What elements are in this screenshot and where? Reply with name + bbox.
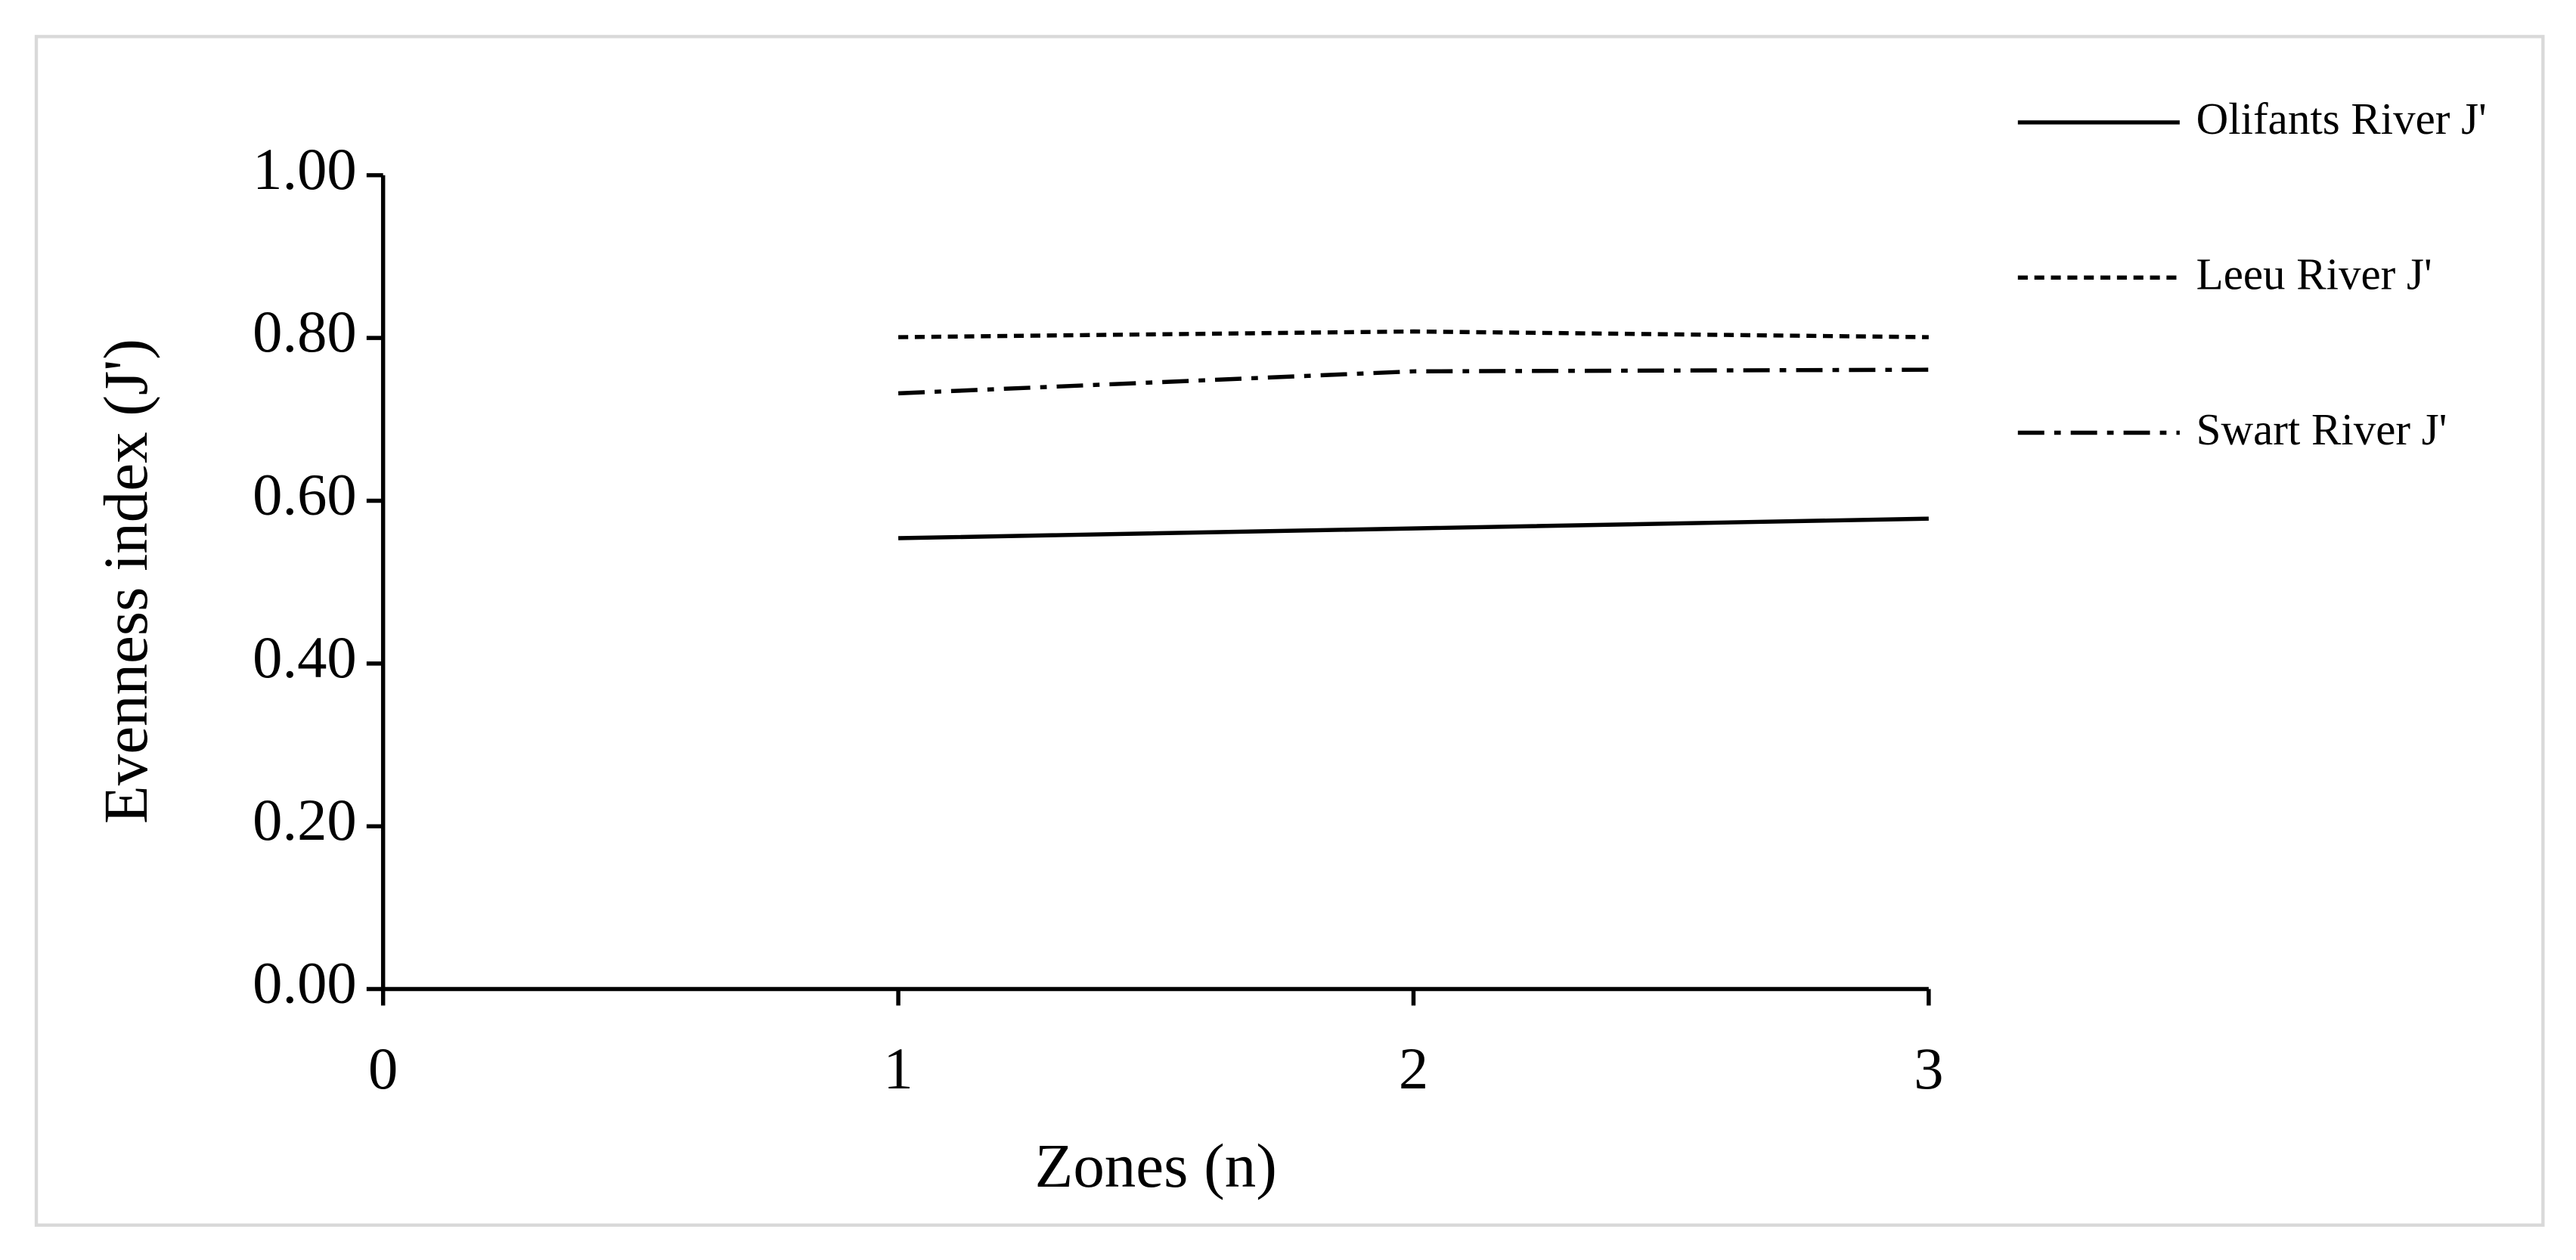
y-tick-label: 0.20: [253, 788, 357, 853]
x-axis-title: Zones (n): [1035, 1131, 1277, 1200]
x-tick-label: 1: [883, 1036, 913, 1102]
x-tick-label: 2: [1399, 1036, 1428, 1102]
x-tick-label: 3: [1914, 1036, 1943, 1102]
legend-label: Leeu River J': [2196, 249, 2432, 299]
y-tick-label: 0.00: [253, 951, 357, 1017]
y-axis-title: Evenness index (J'): [91, 339, 160, 824]
chart-frame: [34, 35, 2545, 1227]
legend-entry: Olifants River J': [2196, 94, 2487, 144]
series-line: [898, 516, 1929, 540]
y-tick-label: 1.00: [253, 137, 357, 203]
series-line: [897, 367, 1929, 396]
legend-label: Swart River J': [2196, 404, 2447, 454]
legend-entry: Leeu River J': [2196, 249, 2432, 299]
y-tick-label: 0.40: [253, 625, 357, 691]
y-tick-label: 0.60: [253, 463, 357, 528]
legend-entry: Swart River J': [2196, 404, 2447, 454]
x-tick-label: 0: [368, 1036, 398, 1102]
series-line: [898, 329, 1929, 339]
legend-label: Olifants River J': [2196, 94, 2487, 144]
y-tick-label: 0.80: [253, 299, 357, 365]
